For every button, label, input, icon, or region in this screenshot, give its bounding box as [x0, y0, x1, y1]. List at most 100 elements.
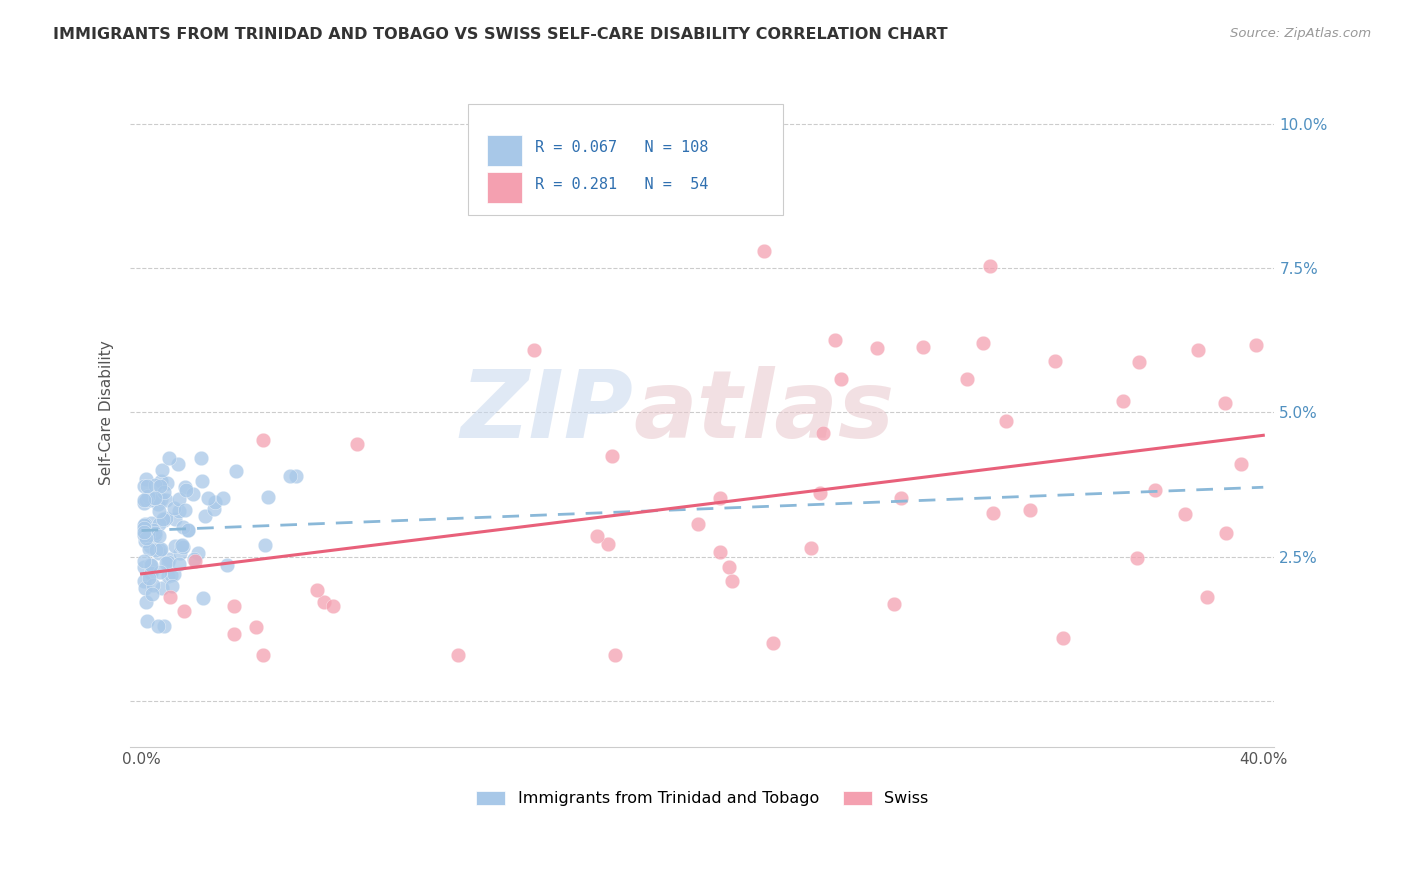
Point [211, 491, 233, 505]
Point [136, 527, 159, 541]
Point [134, 554, 156, 568]
Point [150, 541, 173, 556]
Point [174, 503, 197, 517]
FancyBboxPatch shape [488, 135, 522, 166]
Point [150, 474, 173, 488]
Point [138, 571, 160, 585]
Point [183, 552, 205, 566]
Point [177, 524, 200, 538]
Point [157, 451, 180, 466]
Point [152, 619, 174, 633]
Point [143, 528, 166, 542]
Point [204, 495, 226, 509]
Point [157, 556, 180, 570]
Point [143, 478, 166, 492]
Point [586, 529, 609, 543]
Point [278, 469, 301, 483]
Point [141, 587, 163, 601]
Point [135, 472, 157, 486]
Point [190, 451, 212, 466]
Point [167, 504, 190, 518]
Point [149, 479, 172, 493]
Point [135, 531, 157, 545]
Text: Source: ZipAtlas.com: Source: ZipAtlas.com [1230, 27, 1371, 40]
Point [800, 541, 823, 555]
Point [153, 513, 176, 527]
Point [135, 526, 157, 541]
Point [142, 578, 165, 592]
Point [1215, 395, 1237, 409]
Point [134, 496, 156, 510]
Point [172, 541, 194, 555]
Point [752, 244, 775, 258]
Point [245, 620, 267, 634]
Point [191, 474, 214, 488]
Point [160, 568, 183, 582]
FancyBboxPatch shape [488, 171, 522, 203]
Point [148, 503, 170, 517]
Point [155, 492, 177, 507]
Point [153, 485, 176, 500]
Point [194, 509, 217, 524]
Point [596, 536, 619, 550]
Point [139, 516, 162, 530]
Point [148, 497, 170, 511]
Point [134, 534, 156, 549]
Point [181, 487, 204, 501]
Point [256, 491, 278, 505]
Point [1043, 353, 1066, 368]
Point [1143, 483, 1166, 498]
Point [686, 517, 709, 532]
Point [222, 626, 245, 640]
Point [224, 599, 246, 613]
Text: atlas: atlas [634, 367, 896, 458]
Point [134, 581, 156, 595]
Point [152, 512, 174, 526]
Point [138, 558, 160, 572]
Point [134, 520, 156, 534]
Point [163, 539, 186, 553]
Point [142, 523, 165, 537]
Point [824, 334, 846, 348]
Point [830, 372, 852, 386]
Point [447, 648, 470, 662]
Point [134, 574, 156, 589]
Point [138, 489, 160, 503]
Point [162, 579, 184, 593]
Point [1197, 590, 1219, 604]
Point [972, 335, 994, 350]
Point [979, 259, 1001, 273]
Point [312, 595, 335, 609]
Point [866, 341, 889, 355]
Point [613, 145, 636, 160]
Point [156, 475, 179, 490]
Point [134, 528, 156, 542]
Point [138, 541, 160, 556]
Point [143, 491, 166, 505]
Point [202, 502, 225, 516]
Point [225, 464, 247, 478]
Point [143, 526, 166, 541]
Point [135, 595, 157, 609]
Point [174, 483, 197, 497]
Point [1112, 393, 1135, 408]
Y-axis label: Self-Care Disability: Self-Care Disability [100, 340, 114, 484]
Point [191, 591, 214, 605]
Text: ZIP: ZIP [461, 367, 634, 458]
Point [143, 527, 166, 541]
Point [170, 539, 193, 553]
Point [138, 493, 160, 508]
Point [1187, 343, 1209, 357]
Point [157, 551, 180, 566]
Point [1052, 632, 1074, 646]
Point [145, 543, 167, 558]
Point [149, 491, 172, 506]
Point [761, 636, 783, 650]
Point [167, 557, 190, 571]
Point [523, 343, 546, 357]
Point [149, 543, 172, 558]
Point [890, 491, 912, 506]
Point [717, 560, 740, 574]
Point [134, 479, 156, 493]
Point [600, 450, 623, 464]
